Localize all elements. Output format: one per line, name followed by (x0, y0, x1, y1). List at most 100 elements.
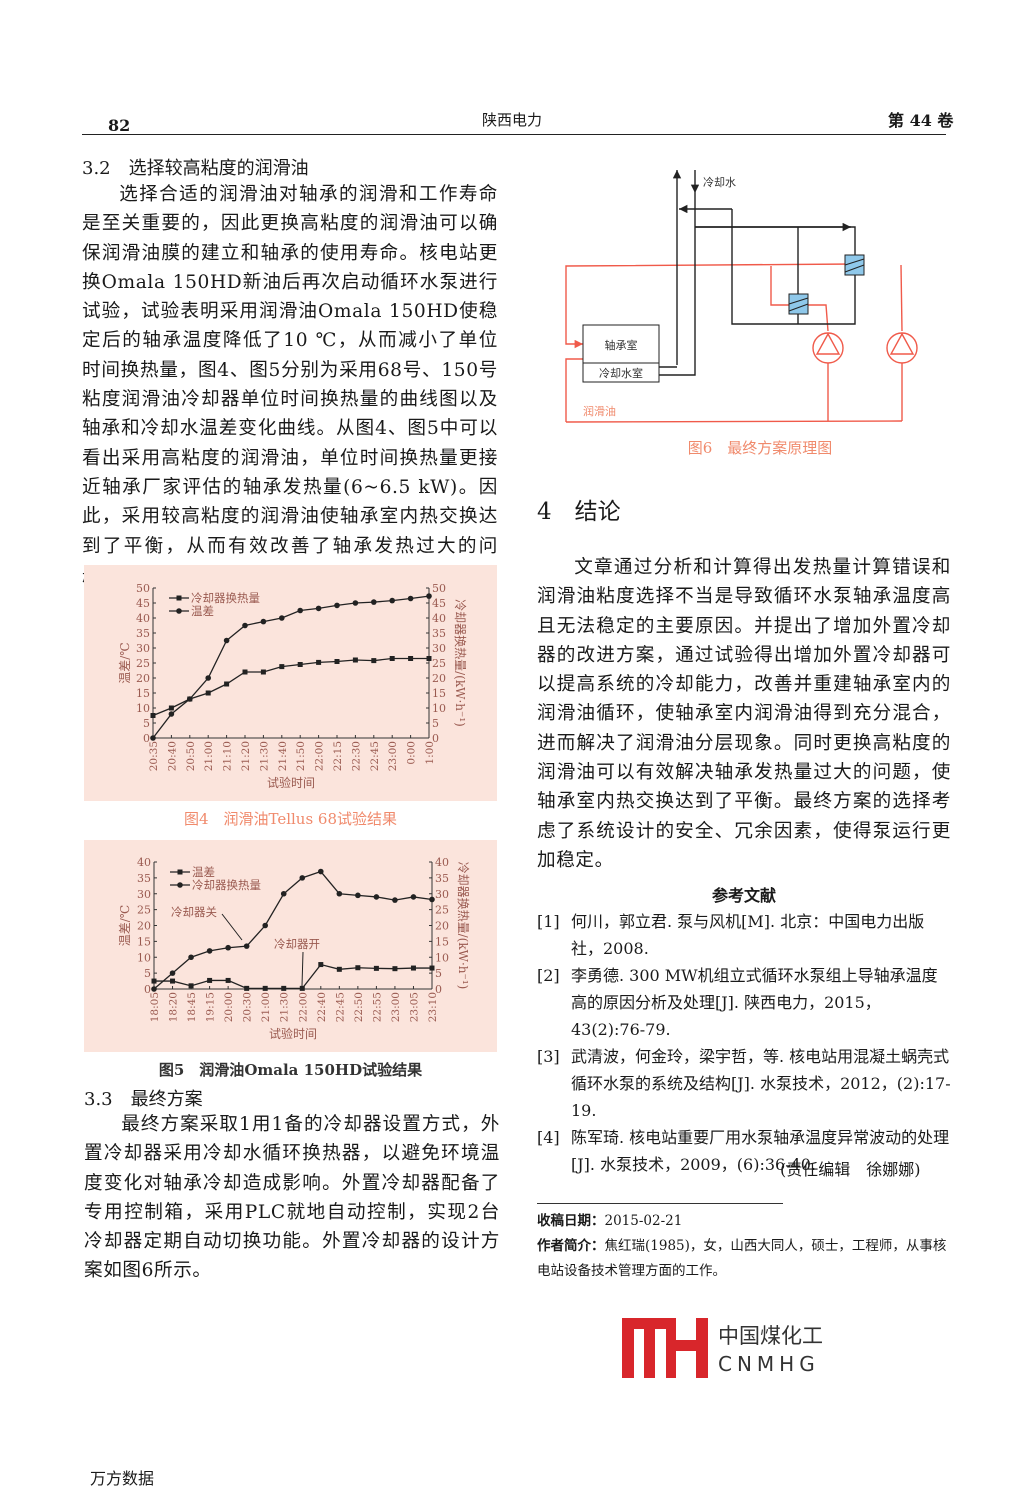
y-tick-label: 10 (136, 702, 150, 715)
data-point (242, 669, 248, 675)
data-point (150, 713, 156, 718)
series-line (154, 963, 432, 990)
data-point (206, 948, 213, 954)
pump-icon (812, 332, 844, 364)
annotation-cooler-on: 冷却器开 (274, 937, 320, 951)
legend-marker (177, 869, 183, 875)
y2-tick-label: 35 (435, 872, 449, 885)
data-point (429, 965, 435, 971)
references-title: 参考文献 (711, 886, 776, 905)
x-tick-label: 20:35 (148, 741, 160, 771)
section-4-title: 4 结论 (537, 499, 621, 525)
y-tick-label: 0 (143, 732, 150, 745)
editor-note: (责任编辑 徐娜娜) (780, 1160, 921, 1179)
data-point (355, 892, 361, 899)
x-tick-label: 0:00 (406, 741, 418, 765)
data-point (315, 605, 322, 612)
data-point (389, 597, 396, 604)
data-point (299, 875, 306, 881)
data-point (410, 965, 416, 971)
y2-tick-label: 0 (435, 983, 442, 996)
y2-tick-label: 5 (432, 717, 439, 730)
x-axis-label: 试验时间 (267, 775, 315, 790)
data-point (187, 696, 193, 702)
series-line (152, 657, 429, 717)
data-point (334, 602, 340, 609)
data-point (352, 657, 358, 663)
x-tick-label: 18:05 (149, 992, 161, 1022)
data-point (223, 637, 230, 644)
data-point (336, 890, 343, 897)
legend-marker (177, 882, 183, 888)
cooling-water-room-label: 冷却水室 (599, 366, 643, 380)
y2-tick-label: 10 (435, 951, 449, 964)
page-number: 82 (108, 116, 131, 135)
heat-exchanger-icon (844, 254, 865, 276)
x-tick-label: 22:00 (297, 992, 309, 1022)
y2-tick-label: 40 (432, 612, 446, 625)
figure-5-chart: 0 0 5 5 10 10 15 15 20 20 25 25 30 30 35 35 40 40 18:05 18:… (84, 840, 497, 1052)
y-axis-label: 温差/℃ (118, 905, 132, 946)
data-point (170, 978, 176, 984)
author-label: 作者简介： (537, 1238, 605, 1254)
y-axis-label: 温差/℃ (118, 642, 132, 683)
data-point (426, 593, 432, 599)
y2-tick-label: 15 (435, 935, 449, 948)
y-tick-label: 15 (136, 687, 150, 700)
y2-tick-label: 40 (435, 856, 449, 869)
y2-tick-label: 25 (435, 904, 449, 917)
x-tick-label: 18:20 (168, 992, 180, 1022)
data-point (205, 690, 211, 696)
data-point (243, 943, 250, 949)
y-tick-label: 50 (136, 582, 150, 595)
x-tick-label: 21:10 (222, 741, 234, 771)
reference-number: [1] (537, 912, 560, 931)
y-tick-label: 30 (137, 888, 151, 901)
reference-number: [3] (537, 1047, 560, 1066)
reference-text: 李勇德. 300 MW机组立式循环水泵组上导轴承温度高的原因分析及处理[J]. … (571, 966, 938, 1039)
annotation-arrow (301, 951, 304, 987)
x-tick-label: 22:55 (371, 992, 383, 1022)
y2-tick-label: 50 (432, 582, 446, 595)
footer-source: 万方数据 (90, 1469, 155, 1488)
footnote-rule (537, 1203, 783, 1204)
data-point (150, 735, 156, 741)
data-point (205, 675, 211, 681)
received-date: 2015-02-21 (604, 1213, 683, 1229)
references-list: [1] 何川，郭立君. 泵与风机[M]. 北京：中国电力出版社，2008. [2]… (537, 908, 951, 1178)
data-point (242, 622, 248, 629)
reference-item: [2] 李勇德. 300 MW机组立式循环水泵组上导轴承温度高的原因分析及处理[J… (537, 962, 951, 1043)
data-point (225, 944, 231, 951)
reference-text: 武清波，何金玲，梁宇哲，等. 核电站用混凝土蜗壳式循环水泵的系统及结构[J]. … (571, 1047, 951, 1120)
section-3-2-title: 3.2 选择较高粘度的润滑油 (82, 158, 309, 179)
data-point (371, 599, 377, 605)
y-tick-label: 30 (136, 642, 150, 655)
data-point (279, 615, 285, 621)
x-tick-label: 23:10 (427, 992, 439, 1022)
reference-text: 何川，郭立君. 泵与风机[M]. 北京：中国电力出版社，2008. (571, 912, 925, 958)
y-tick-label: 5 (144, 967, 151, 980)
x-tick-label: 20:30 (242, 992, 254, 1022)
data-point (392, 897, 398, 903)
y-tick-label: 20 (136, 672, 150, 685)
x-axis-label: 试验时间 (269, 1026, 317, 1041)
x-tick-label: 22:50 (353, 992, 365, 1022)
data-point (260, 669, 266, 675)
x-tick-label: 20:40 (166, 741, 178, 771)
data-point (334, 659, 340, 664)
reference-number: [4] (537, 1128, 560, 1147)
figure-4-caption: 图4 润滑油Tellus 68试验结果 (183, 810, 398, 828)
x-tick-label: 20:50 (185, 741, 197, 771)
bearing-room-box (582, 324, 660, 383)
lube-oil-label: 润滑油 (583, 404, 616, 418)
x-tick-label: 22:45 (334, 992, 346, 1022)
reference-item: [4] 陈军琦. 核电站重要厂用水泵轴承温度异常波动的处理[J]. 水泵技术，20… (537, 1124, 951, 1178)
header-rule (82, 134, 946, 135)
y2-tick-label: 25 (432, 657, 446, 670)
data-point (280, 890, 287, 897)
logo-mark-icon (622, 1318, 708, 1378)
data-point (371, 658, 377, 664)
data-point (281, 985, 287, 991)
data-point (299, 985, 305, 991)
data-point (297, 662, 303, 667)
